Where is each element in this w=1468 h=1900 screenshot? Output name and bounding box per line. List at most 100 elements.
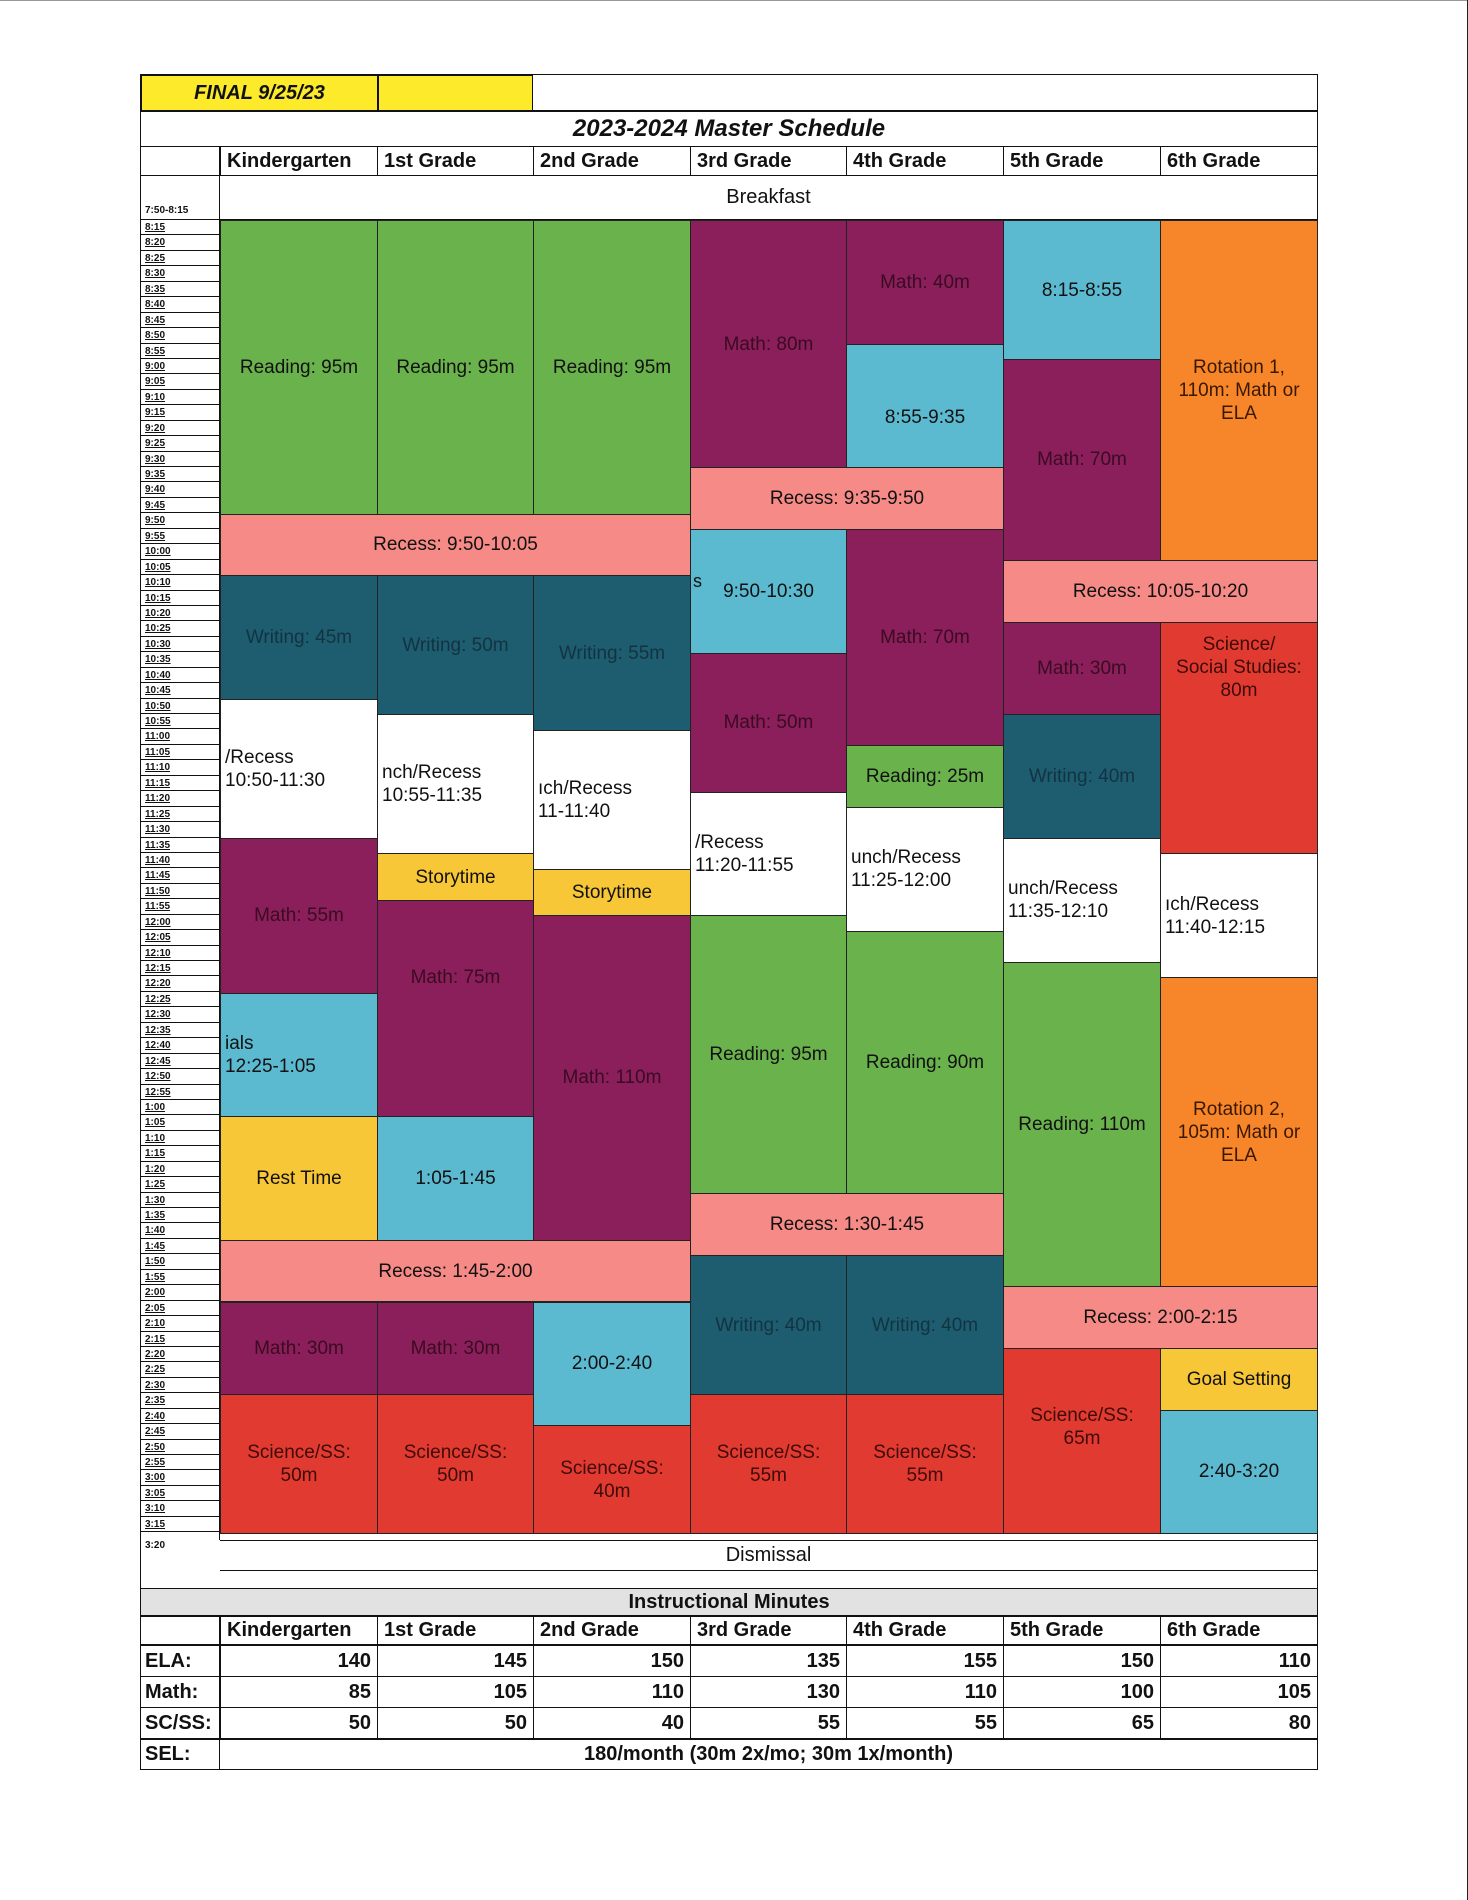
schedule-block-label: Science/SS: 55m bbox=[873, 1441, 977, 1487]
time-label: 11:55 bbox=[141, 899, 219, 914]
minutes-cell: 55 bbox=[846, 1707, 1004, 1739]
schedule-block-label: Rest Time bbox=[256, 1167, 342, 1190]
schedule-block-label: Science/ Social Studies: 80m bbox=[1176, 633, 1302, 702]
schedule-block: Science/SS: 40m bbox=[533, 1425, 691, 1534]
page-top-edge bbox=[0, 0, 1468, 1]
schedule-block-label: Math: 50m bbox=[724, 711, 814, 734]
time-label: 8:35 bbox=[141, 282, 219, 297]
time-label: 9:05 bbox=[141, 374, 219, 389]
time-label: 2:15 bbox=[141, 1332, 219, 1347]
schedule-block: Goal Setting bbox=[1160, 1348, 1318, 1411]
schedule-block: Math: 30m bbox=[220, 1302, 378, 1396]
schedule-block: ıch/Recess 11:40-12:15 bbox=[1160, 853, 1318, 978]
schedule-block: ıch/Recess 11-11:40 bbox=[533, 730, 691, 870]
minutes-cell: 110 bbox=[533, 1676, 691, 1708]
minutes-grade-header-2: 2nd Grade bbox=[533, 1616, 691, 1645]
schedule-block: Reading: 90m bbox=[846, 931, 1004, 1195]
schedule-block: Science/SS: 50m bbox=[377, 1394, 534, 1534]
minutes-row-label: Math: bbox=[140, 1676, 220, 1708]
time-label: 10:20 bbox=[141, 606, 219, 621]
schedule-block: Math: 30m bbox=[377, 1302, 534, 1396]
minutes-cell: 110 bbox=[846, 1676, 1004, 1708]
schedule-block: Math: 70m bbox=[1003, 359, 1161, 561]
schedule-block-label: Storytime bbox=[572, 881, 652, 904]
schedule-block-label: 2:40-3:20 bbox=[1199, 1460, 1279, 1483]
time-label: 9:10 bbox=[141, 390, 219, 405]
schedule-block: Math: 40m bbox=[846, 220, 1004, 345]
schedule-block: 8:15-8:55 bbox=[1003, 220, 1161, 360]
minutes-cell: 150 bbox=[533, 1645, 691, 1677]
schedule-block: Recess: 9:35-9:50 bbox=[690, 467, 1004, 530]
time-label: 1:00 bbox=[141, 1100, 219, 1115]
schedule-block: Rest Time bbox=[220, 1116, 378, 1241]
time-label: 11:30 bbox=[141, 822, 219, 837]
grade-header-6: 6th Grade bbox=[1160, 146, 1318, 176]
schedule-block-label: Math: 30m bbox=[254, 1337, 344, 1360]
time-label: 9:20 bbox=[141, 421, 219, 436]
schedule-block-label: Goal Setting bbox=[1187, 1368, 1292, 1391]
grade-header-1: 1st Grade bbox=[377, 146, 534, 176]
schedule-block: Science/ Social Studies: 80m bbox=[1160, 622, 1318, 855]
minutes-grade-header-1: 1st Grade bbox=[377, 1616, 534, 1645]
time-label: 2:40 bbox=[141, 1409, 219, 1424]
time-label: 9:55 bbox=[141, 529, 219, 544]
schedule-block-label: 1:05-1:45 bbox=[415, 1167, 495, 1190]
time-label: 10:25 bbox=[141, 621, 219, 636]
schedule-block-label: ials 12:25-1:05 bbox=[225, 1032, 316, 1078]
time-label: 1:50 bbox=[141, 1254, 219, 1269]
time-label: 1:35 bbox=[141, 1208, 219, 1223]
minutes-cell: 50 bbox=[377, 1707, 534, 1739]
schedule-block: Math: 30m bbox=[1003, 622, 1161, 716]
schedule-block: Recess: 9:50-10:05 bbox=[220, 514, 691, 577]
time-label: 12:50 bbox=[141, 1069, 219, 1084]
minutes-grade-header-6: 6th Grade bbox=[1160, 1616, 1318, 1645]
schedule-block: Recess: 2:00-2:15 bbox=[1003, 1286, 1318, 1349]
schedule-block: Reading: 110m bbox=[1003, 962, 1161, 1287]
time-label: 9:40 bbox=[141, 482, 219, 497]
schedule-block: 2:40-3:20 bbox=[1160, 1410, 1318, 1535]
time-list: 8:158:208:258:308:358:408:458:508:559:00… bbox=[141, 220, 219, 1532]
schedule-block-label: /Recess 11:20-11:55 bbox=[695, 831, 794, 877]
schedule-block: Science/SS: 50m bbox=[220, 1394, 378, 1534]
schedule-block-label: Reading: 95m bbox=[396, 356, 514, 379]
schedule-block-label: Math: 110m bbox=[563, 1066, 662, 1089]
schedule-block-label: Math: 70m bbox=[880, 626, 970, 649]
schedule-block: Writing: 40m bbox=[690, 1255, 847, 1395]
minutes-cell: 105 bbox=[1160, 1676, 1318, 1708]
time-label: 2:25 bbox=[141, 1362, 219, 1377]
time-label: 12:05 bbox=[141, 930, 219, 945]
time-label: 3:10 bbox=[141, 1501, 219, 1516]
schedule-block: unch/Recess 11:25-12:00 bbox=[846, 807, 1004, 932]
schedule-block-label: 8:55-9:35 bbox=[885, 406, 965, 429]
schedule-block-label: Reading: 95m bbox=[240, 356, 358, 379]
time-label: 1:20 bbox=[141, 1162, 219, 1177]
time-label: 12:20 bbox=[141, 976, 219, 991]
schedule-block-label: Math: 30m bbox=[1037, 657, 1127, 680]
schedule-block: Rotation 1, 110m: Math or ELA bbox=[1160, 220, 1318, 561]
time-label: 12:40 bbox=[141, 1038, 219, 1053]
schedule-block-label: nch/Recess 10:55-11:35 bbox=[382, 761, 482, 807]
schedule-block-label: Recess: 1:45-2:00 bbox=[378, 1260, 532, 1283]
schedule-block-fragment: s bbox=[693, 570, 702, 593]
minutes-row-label: ELA: bbox=[140, 1645, 220, 1677]
time-label: 10:50 bbox=[141, 699, 219, 714]
time-label: 8:25 bbox=[141, 251, 219, 266]
schedule-block: 2:00-2:40 bbox=[533, 1302, 691, 1427]
minutes-grade-header-3: 3rd Grade bbox=[690, 1616, 847, 1645]
schedule-block: Writing: 40m bbox=[1003, 714, 1161, 839]
schedule-block-label: Recess: 9:50-10:05 bbox=[373, 533, 538, 556]
schedule-block: Science/SS: 55m bbox=[690, 1394, 847, 1534]
time-label: 2:35 bbox=[141, 1393, 219, 1408]
time-label: 1:15 bbox=[141, 1146, 219, 1161]
schedule-block-label: Math: 75m bbox=[411, 966, 501, 989]
schedule-block-label: Reading: 95m bbox=[553, 356, 671, 379]
schedule-block: 1:05-1:45 bbox=[377, 1116, 534, 1241]
schedule-block: Recess: 10:05-10:20 bbox=[1003, 560, 1318, 623]
schedule-block-label: unch/Recess 11:25-12:00 bbox=[851, 846, 961, 892]
time-label: 9:15 bbox=[141, 405, 219, 420]
schedule-block: Writing: 55m bbox=[533, 575, 691, 731]
time-label: 12:10 bbox=[141, 946, 219, 961]
time-label: 10:55 bbox=[141, 714, 219, 729]
schedule-block-label: 2:00-2:40 bbox=[572, 1352, 652, 1375]
time-label: 2:30 bbox=[141, 1378, 219, 1393]
